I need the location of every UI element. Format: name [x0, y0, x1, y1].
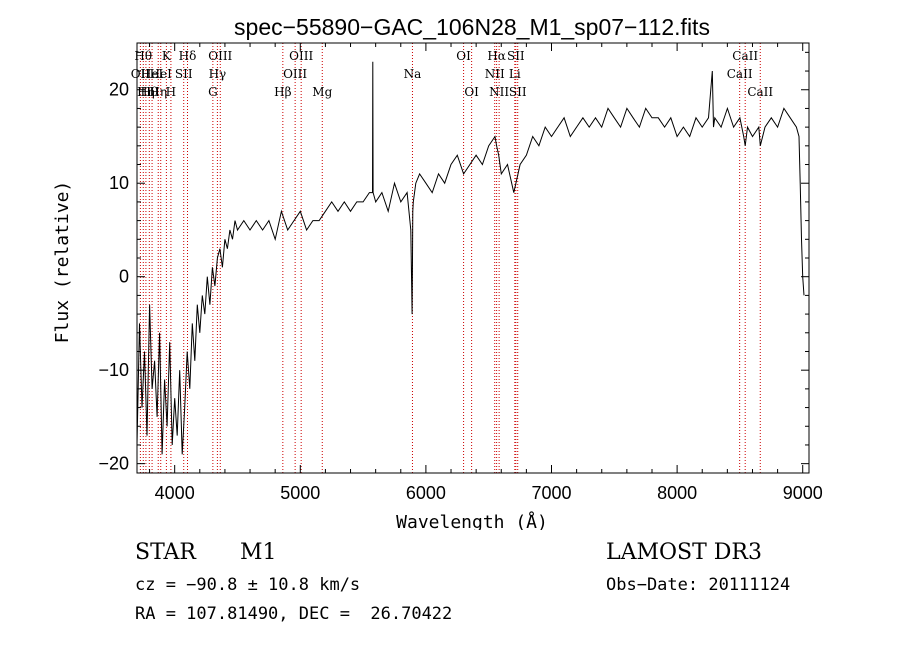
x-axis-ticks: 4000 5000 6000 7000 8000 9000: [149, 43, 823, 503]
spectrum-chart: spec−55890−GAC_106N28_M1_sp07−112.fits O…: [52, 14, 823, 530]
x-tick-label-3: 7000: [531, 483, 571, 503]
line-label-16: OIII: [289, 49, 313, 63]
observation-date: Obs−Date: 20111124: [606, 575, 791, 595]
spectrum-series-line: [136, 61, 805, 455]
line-label-7: K: [162, 49, 172, 63]
line-label-6: HeI: [150, 67, 173, 81]
line-label-21: NII: [485, 67, 505, 81]
line-label-26: SII: [509, 85, 527, 99]
y-tick-label-4: 20: [109, 80, 129, 100]
y-tick-label-3: 10: [109, 173, 129, 193]
line-label-13: OIII: [208, 49, 232, 63]
line-label-3: Hθ: [140, 85, 158, 99]
y-tick-label-1: −10: [98, 360, 129, 380]
object-subclass: M1: [240, 540, 277, 565]
line-label-4: HeI: [141, 67, 164, 81]
line-label-24: Li: [509, 67, 521, 81]
line-label-22: Hα: [487, 49, 506, 63]
chart-title: spec−55890−GAC_106N28_M1_sp07−112.fits: [234, 14, 710, 40]
x-tick-label-5: 9000: [783, 483, 823, 503]
line-label-2: Hη: [137, 85, 155, 99]
line-label-11: G: [208, 85, 218, 99]
spectral-line-markers: [139, 43, 761, 473]
line-label-10: Hδ: [179, 49, 197, 63]
line-label-28: CaII: [732, 49, 758, 63]
line-label-17: Mg: [312, 85, 332, 99]
line-label-0: OII: [131, 67, 151, 81]
y-axis-label: Flux (relative): [52, 181, 73, 344]
line-label-29: CaII: [747, 85, 773, 99]
x-axis-label: Wavelength (Å): [396, 511, 548, 530]
line-label-8: H: [166, 85, 176, 99]
line-label-23: NII: [489, 85, 509, 99]
line-label-25: SII: [507, 49, 525, 63]
plot-frame: [136, 42, 810, 474]
redshift-velocity: cz = −90.8 ± 10.8 km/s: [135, 575, 361, 595]
y-tick-label-0: −20: [98, 454, 129, 474]
object-class: STAR: [135, 540, 196, 565]
line-label-12: Hγ: [209, 67, 227, 81]
line-label-18: Na: [404, 67, 422, 81]
coordinates: RA = 107.81490, DEC = 26.70422: [135, 604, 453, 624]
line-label-5: Hη: [149, 85, 167, 99]
x-tick-label-4: 8000: [657, 483, 697, 503]
line-label-9: SII: [175, 67, 193, 81]
x-tick-label-0: 4000: [155, 483, 195, 503]
line-label-20: OI: [464, 85, 479, 99]
x-tick-label-2: 6000: [406, 483, 446, 503]
x-tick-label-1: 5000: [280, 483, 320, 503]
line-label-15: OIII: [283, 67, 307, 81]
line-label-19: OI: [456, 49, 471, 63]
line-label-14: Hβ: [274, 85, 291, 99]
y-axis-ticks: −20 −10 0 10 20: [98, 51, 809, 474]
line-label-27: CaII: [727, 67, 753, 81]
y-tick-label-2: 0: [119, 267, 129, 287]
survey-name: LAMOST DR3: [606, 540, 762, 565]
spectral-line-labels: OIIHθHηHθHeIHηHeIKHSIIHδGHγOIIIHβOIIIOII…: [131, 49, 774, 99]
